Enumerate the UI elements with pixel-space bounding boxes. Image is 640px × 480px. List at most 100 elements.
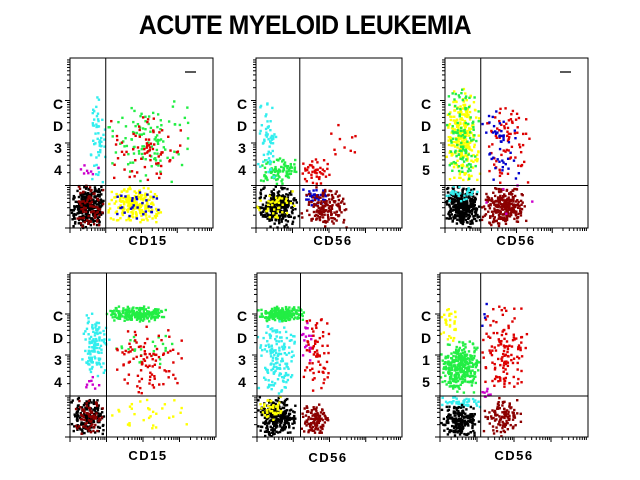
data-point-black: [95, 223, 99, 227]
data-point-green: [461, 88, 464, 91]
data-point-green: [156, 140, 159, 143]
data-point-black: [458, 202, 461, 205]
data-point-cyan: [271, 330, 274, 333]
data-point-black: [460, 197, 463, 200]
data-point-darkred: [81, 200, 84, 203]
data-point-cyan: [452, 192, 455, 196]
data-point-red: [127, 373, 131, 376]
data-point-black: [269, 214, 273, 217]
data-point-black: [291, 208, 295, 211]
data-point-black: [92, 399, 96, 402]
data-point-yellow: [280, 409, 283, 413]
data-point-black: [457, 205, 460, 208]
data-point-cyan: [279, 352, 283, 356]
data-point-red: [141, 116, 145, 119]
data-point-green: [451, 92, 454, 95]
data-point-blue: [145, 199, 148, 202]
data-point-green: [171, 156, 175, 159]
data-point-darkred: [89, 420, 92, 424]
data-point-yellow: [260, 407, 263, 410]
data-point-darkred: [96, 218, 99, 222]
data-point-red: [146, 120, 149, 124]
data-point-black: [448, 209, 452, 213]
data-point-black: [451, 186, 454, 190]
data-point-green: [149, 126, 153, 130]
data-point-black: [283, 428, 286, 431]
data-point-green: [126, 163, 130, 166]
data-point-darkred: [504, 202, 508, 206]
data-point-green: [281, 315, 284, 319]
data-point-red: [129, 345, 132, 349]
data-point-cyan: [92, 108, 95, 111]
data-point-yellow: [456, 146, 459, 149]
data-point-red: [157, 162, 160, 165]
data-point-red: [157, 355, 161, 359]
data-point-black: [291, 211, 294, 215]
data-point-red: [114, 143, 118, 146]
data-point-red: [312, 353, 316, 356]
data-point-black: [284, 404, 287, 407]
data-point-red: [116, 138, 119, 142]
data-point-darkred: [92, 429, 95, 433]
data-point-black: [281, 414, 284, 417]
data-point-black: [472, 187, 476, 191]
data-point-cyan: [467, 186, 470, 190]
data-point-cyan: [97, 357, 100, 360]
data-point-green: [464, 151, 467, 155]
data-point-cyan: [281, 347, 285, 351]
data-point-darkred: [492, 210, 496, 213]
data-point-black: [448, 197, 451, 200]
data-point-black: [284, 398, 287, 402]
data-point-yellow: [285, 211, 289, 215]
data-point-green: [159, 127, 162, 131]
data-point-darkred: [306, 409, 309, 413]
data-point-yellow: [281, 203, 284, 206]
data-point-darkred: [312, 408, 316, 411]
data-point-darkred: [501, 203, 505, 206]
data-point-black: [467, 195, 470, 198]
data-point-green: [284, 164, 287, 167]
data-point-black: [90, 426, 93, 429]
data-point-yellow: [278, 401, 281, 404]
data-point-cyan: [270, 387, 273, 391]
data-point-darkred: [480, 218, 484, 222]
data-point-darkred: [300, 212, 304, 215]
data-point-darkred: [508, 202, 512, 206]
data-point-yellow: [133, 190, 136, 193]
data-point-black: [293, 421, 296, 425]
data-point-darkred: [331, 220, 334, 223]
data-point-magenta: [97, 166, 100, 169]
data-point-yellow: [466, 144, 469, 147]
data-point-cyan: [283, 342, 286, 345]
data-point-yellow: [470, 174, 473, 178]
data-point-darkred: [307, 201, 311, 204]
data-point-darkred: [314, 424, 317, 427]
data-point-red: [143, 147, 146, 151]
data-point-cyan: [462, 198, 466, 201]
data-point-red: [504, 150, 507, 153]
data-point-green: [186, 106, 189, 109]
data-point-cyan: [88, 363, 91, 366]
data-point-cyan: [87, 349, 90, 353]
data-point-darkred: [312, 205, 315, 208]
data-point-green: [144, 115, 147, 118]
data-point-green: [144, 174, 148, 177]
data-point-darkred: [313, 418, 317, 421]
data-point-blue: [144, 210, 148, 213]
data-point-blue: [157, 208, 160, 212]
data-point-yellow: [275, 214, 278, 217]
data-point-yellow: [129, 187, 132, 191]
data-point-red: [498, 111, 501, 115]
data-point-black: [272, 195, 275, 198]
data-point-cyan: [96, 96, 99, 99]
data-point-blue: [136, 206, 139, 209]
data-point-black: [96, 399, 99, 402]
data-point-green: [111, 162, 114, 165]
data-point-red: [307, 166, 310, 169]
data-point-black: [264, 206, 268, 209]
data-point-cyan: [271, 142, 275, 145]
data-point-darkred: [85, 405, 88, 408]
data-point-yellow: [148, 198, 151, 201]
data-point-red: [524, 132, 528, 135]
data-point-red: [311, 347, 314, 350]
